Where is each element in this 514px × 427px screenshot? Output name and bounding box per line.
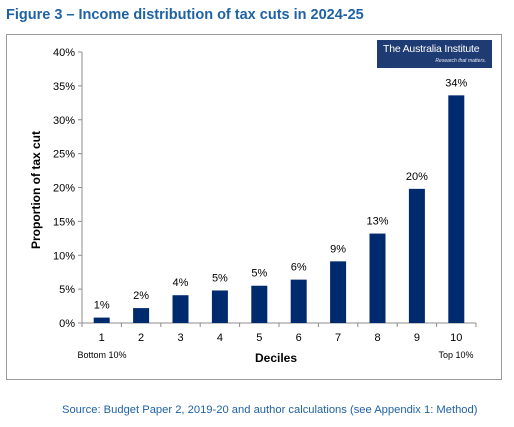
bar <box>133 308 150 323</box>
x-tick-label: 3 <box>177 332 183 344</box>
data-label: 2% <box>133 290 149 302</box>
source-note: Source: Budget Paper 2, 2019-20 and auth… <box>62 404 478 416</box>
data-label: 4% <box>173 277 189 289</box>
australia-institute-logo: The Australia Institute Research that ma… <box>377 40 492 68</box>
bar <box>172 295 189 323</box>
data-label: 5% <box>251 268 267 280</box>
bar <box>290 279 307 323</box>
logo-tagline: Research that matters. <box>435 58 486 64</box>
x-tick-label: 6 <box>296 332 302 344</box>
figure-title: Figure 3 – Income distribution of tax cu… <box>6 7 364 23</box>
y-axis: 0% 5% 10% 15% 20% 25% 30% 35% 40% <box>53 47 83 330</box>
y-axis-title: Proportion of tax cut <box>29 131 43 249</box>
y-tick-label: 15% <box>53 216 75 228</box>
x-tick-label: 7 <box>335 332 341 344</box>
bar <box>369 233 386 323</box>
bar <box>408 188 425 323</box>
x-sublabel-top: Top 10% <box>438 350 473 360</box>
x-tick-label: 2 <box>138 332 144 344</box>
x-tick-label: 4 <box>217 332 223 344</box>
data-label: 1% <box>94 300 110 312</box>
y-tick-label: 40% <box>53 47 75 59</box>
y-tick-label: 10% <box>53 250 75 262</box>
data-label: 34% <box>445 77 467 89</box>
y-tick-label: 35% <box>53 81 75 93</box>
bar <box>251 285 268 323</box>
x-tick-label: 8 <box>374 332 380 344</box>
y-tick-label: 30% <box>53 115 75 127</box>
x-tick-label: 5 <box>256 332 262 344</box>
x-axis: 1 2 3 4 5 6 7 8 9 10 <box>81 322 477 344</box>
x-axis-title: Deciles <box>255 351 297 365</box>
logo-name: The Australia Institute <box>383 43 480 55</box>
bar <box>211 290 228 323</box>
y-tick-label: 20% <box>53 183 75 195</box>
bars <box>93 95 465 323</box>
bar <box>330 261 347 323</box>
data-labels: 1% 2% 4% 5% 5% 6% 9% 13% 20% 34% <box>94 77 468 311</box>
bar <box>448 95 465 323</box>
x-tick-label: 10 <box>450 332 462 344</box>
bar <box>93 317 110 323</box>
data-label: 9% <box>330 243 346 255</box>
data-label: 20% <box>406 171 428 183</box>
x-tick-label: 1 <box>99 332 105 344</box>
y-tick-label: 25% <box>53 149 75 161</box>
data-label: 13% <box>366 216 388 228</box>
y-tick-label: 0% <box>59 318 75 330</box>
x-tick-label: 9 <box>414 332 420 344</box>
y-tick-label: 5% <box>59 284 75 296</box>
x-sublabel-bottom: Bottom 10% <box>77 350 126 360</box>
data-label: 5% <box>212 272 228 284</box>
data-label: 6% <box>291 262 307 274</box>
